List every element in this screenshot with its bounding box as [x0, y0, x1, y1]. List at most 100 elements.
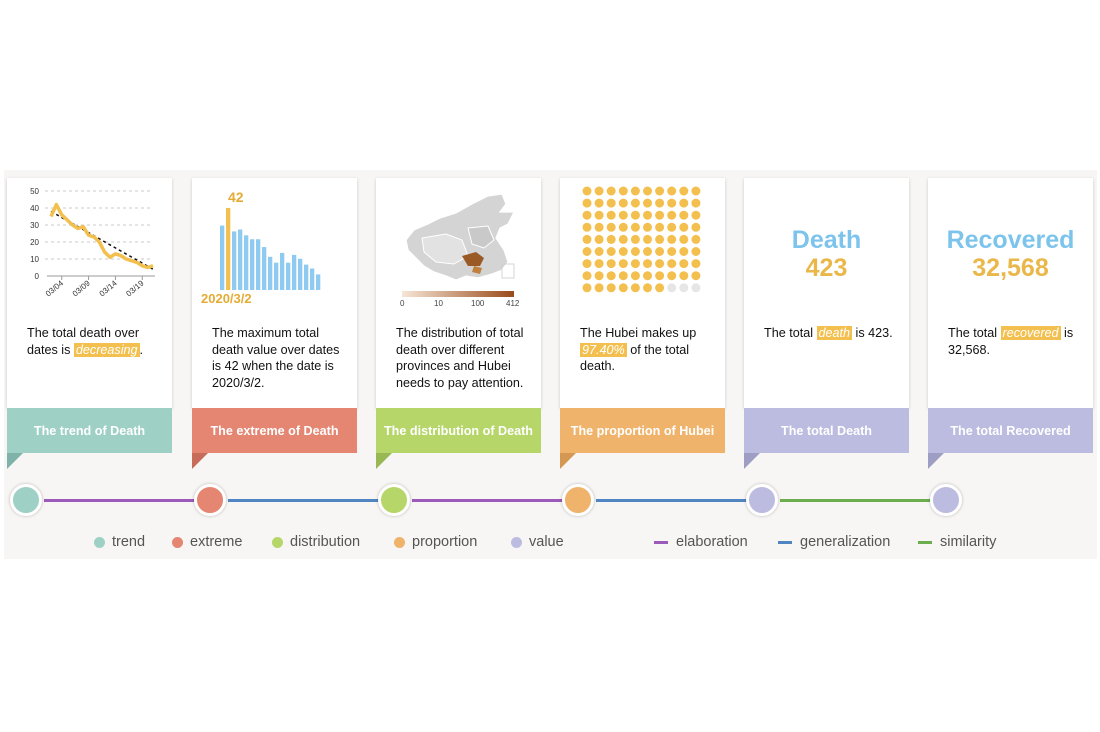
card-text: The Hubei makes up 97.40% of the total d… — [580, 326, 697, 373]
death-series-line — [49, 202, 154, 270]
storyline-panel — [4, 170, 1097, 559]
legend-dash — [778, 540, 792, 544]
banner-flag — [7, 453, 23, 469]
bar-max — [226, 208, 231, 290]
waffle-dot-hubei — [667, 259, 677, 269]
card-text: The distribution of total death over dif… — [396, 326, 524, 390]
highlight-keyword: 97.40% — [580, 342, 627, 357]
waffle-dot-hubei — [630, 247, 640, 256]
bar — [280, 252, 285, 290]
waffle-dot-hubei — [594, 271, 604, 281]
legend-trend: trend — [94, 534, 145, 550]
highlight-keyword: recovered — [1000, 326, 1061, 340]
card-proportion[interactable]: The Hubei makes up 97.40% of the total d… — [560, 178, 725, 408]
bar — [256, 239, 261, 290]
bar — [316, 274, 321, 290]
big-value: 423 — [805, 254, 848, 282]
node-distribution[interactable] — [378, 484, 410, 516]
highlight-keyword: death — [816, 326, 853, 340]
waffle-dot-hubei — [594, 247, 604, 256]
waffle-dot-hubei — [606, 198, 616, 208]
y-tick-label: 50 — [30, 187, 39, 196]
china-map-shape — [405, 193, 515, 281]
waffle-dot-hubei — [618, 247, 628, 256]
legend-elaboration: elaboration — [654, 534, 748, 550]
banner-trend: The trend of Death — [7, 408, 172, 453]
y-tick-label: 10 — [30, 255, 39, 264]
waffle-dot-hubei — [655, 234, 665, 244]
legend-dot — [394, 536, 405, 548]
node-value-recovered[interactable] — [930, 484, 962, 516]
waffle-dot-hubei — [606, 259, 616, 269]
waffle-dot-hubei — [643, 247, 652, 256]
card-text: The total recovered is 32,568. — [948, 326, 1074, 357]
waffle-dot-hubei — [618, 259, 628, 269]
link-generalization — [596, 499, 748, 502]
waffle-dot-hubei — [618, 271, 628, 281]
scale-tick: 412 — [506, 299, 520, 308]
banner-total-recovered: The total Recovered — [928, 408, 1093, 453]
link-elaboration — [44, 499, 196, 502]
node-trend[interactable] — [10, 484, 42, 516]
waffle-dot-hubei — [679, 234, 689, 244]
waffle-dot-hubei — [582, 198, 592, 208]
banner-extreme: The extreme of Death — [192, 408, 357, 453]
extreme-bar-chart: 42 2020/3/2 — [201, 189, 321, 306]
china-map-chart: 0 10 100 412 — [400, 193, 520, 308]
waffle-dot-hubei — [667, 186, 677, 196]
waffle-dot-hubei — [606, 247, 616, 256]
bar — [304, 264, 309, 290]
node-value-death[interactable] — [746, 484, 778, 516]
bar — [274, 262, 279, 290]
legend-extreme: extreme — [172, 534, 242, 550]
waffle-dot-other — [679, 283, 689, 293]
y-tick-label: 20 — [30, 238, 39, 247]
waffle-dot-hubei — [606, 234, 616, 244]
waffle-dot-hubei — [655, 283, 665, 293]
bar — [268, 256, 273, 290]
waffle-dot-other — [691, 283, 701, 293]
waffle-dot-hubei — [667, 222, 677, 232]
highlight-keyword: decreasing — [73, 342, 140, 357]
link-generalization — [228, 499, 380, 502]
waffle-dot-hubei — [655, 271, 665, 281]
node-extreme[interactable] — [194, 484, 226, 516]
waffle-dot-hubei — [691, 210, 701, 220]
waffle-dot-hubei — [630, 271, 640, 281]
banner-flag — [744, 453, 760, 469]
legend-dot — [94, 536, 105, 548]
card-distribution[interactable]: 0 10 100 412 The distribution of total d… — [376, 178, 541, 408]
bar — [238, 229, 243, 290]
legend-generalization: generalization — [778, 534, 890, 550]
waffle-dot-hubei — [618, 234, 628, 244]
bar — [292, 254, 297, 290]
waffle-dot-hubei — [655, 259, 665, 269]
big-label: Recovered — [946, 226, 1075, 254]
waffle-dot-hubei — [630, 259, 640, 269]
card-total-death[interactable]: Death 423 The total death is 423. — [744, 178, 909, 408]
waffle-chart — [582, 186, 701, 293]
waffle-dot-hubei — [655, 210, 665, 220]
waffle-dot-hubei — [582, 247, 592, 256]
node-proportion[interactable] — [562, 484, 594, 516]
hubei-region — [462, 252, 484, 266]
waffle-dot-hubei — [618, 222, 628, 232]
bar — [244, 235, 249, 290]
card-extreme[interactable]: 42 2020/3/2 The maximum total death valu… — [192, 178, 357, 408]
waffle-dot-hubei — [582, 210, 592, 220]
x-tick-label: 03/04 — [44, 278, 66, 298]
waffle-dot-hubei — [594, 210, 604, 220]
waffle-dot-hubei — [655, 186, 665, 196]
bar — [232, 231, 237, 290]
waffle-dot-hubei — [643, 234, 652, 244]
card-trend[interactable]: 0 10 20 30 40 50 03/04 03/09 03/14 03/19 The tot… — [7, 178, 172, 408]
waffle-dot-hubei — [606, 271, 616, 281]
waffle-dot-hubei — [630, 198, 640, 208]
waffle-dot-hubei — [606, 222, 616, 232]
link-similarity — [780, 499, 932, 502]
card-text: The total death over dates is decreasing… — [27, 326, 144, 357]
x-tick-label: 03/19 — [124, 278, 146, 298]
color-scale — [402, 291, 514, 297]
card-total-recovered[interactable]: Recovered 32,568 The total recovered is … — [928, 178, 1093, 408]
bar — [298, 258, 303, 290]
